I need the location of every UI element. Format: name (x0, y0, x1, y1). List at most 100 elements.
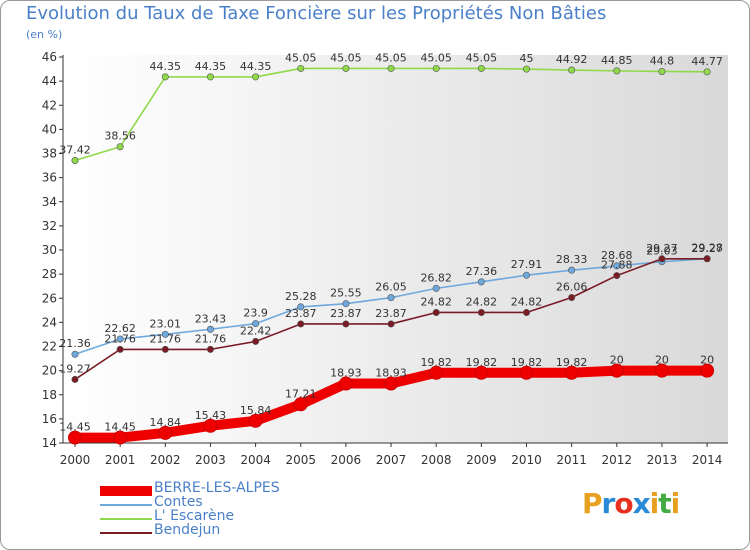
data-point-berre-les-alpes (519, 365, 534, 380)
data-point-berre-les-alpes (68, 430, 82, 445)
y-tick-label: 28 (42, 267, 57, 281)
data-point-bendejun (613, 272, 621, 280)
data-label-berre-les-alpes: 14.45 (104, 421, 136, 434)
data-point-l-escar-ne (477, 64, 485, 72)
data-label-contes: 28.68 (601, 249, 633, 262)
x-tick-label: 2013 (647, 453, 678, 467)
data-label-berre-les-alpes: 18.93 (375, 367, 407, 380)
data-label-l-escar-ne: 45.05 (285, 51, 317, 64)
data-point-contes (206, 325, 214, 333)
data-label-l-escar-ne: 44.92 (556, 53, 588, 66)
data-label-bendejun: 19.27 (59, 362, 91, 375)
data-point-berre-les-alpes (113, 430, 128, 445)
data-point-bendejun (522, 308, 530, 316)
x-tick-label: 2008 (421, 453, 452, 467)
data-point-bendejun (342, 320, 350, 328)
data-label-contes: 27.91 (511, 258, 543, 271)
data-label-l-escar-ne: 45.05 (466, 51, 498, 64)
y-tick-label: 24 (42, 315, 57, 329)
data-point-berre-les-alpes (293, 397, 308, 412)
x-tick-label: 2014 (692, 453, 723, 467)
data-label-berre-les-alpes: 17.21 (285, 387, 317, 400)
data-point-l-escar-ne (703, 68, 711, 76)
data-point-l-escar-ne (252, 73, 260, 81)
data-point-bendejun (658, 255, 666, 263)
data-label-berre-les-alpes: 18.93 (330, 367, 362, 380)
x-tick-label: 2009 (466, 453, 497, 467)
data-point-contes (568, 266, 576, 274)
data-point-l-escar-ne (342, 64, 350, 72)
y-tick-label: 36 (42, 171, 57, 185)
data-label-berre-les-alpes: 20 (610, 354, 624, 367)
data-point-bendejun (116, 345, 124, 353)
data-label-berre-les-alpes: 15.84 (240, 404, 272, 417)
data-label-bendejun: 29.27 (691, 242, 723, 255)
y-tick-label: 42 (42, 98, 57, 112)
y-tick-label: 26 (42, 291, 57, 305)
data-point-berre-les-alpes (338, 376, 353, 391)
x-tick-label: 2001 (105, 453, 136, 467)
data-label-contes: 21.36 (59, 337, 91, 350)
data-point-contes (161, 330, 169, 338)
x-tick-label: 2002 (150, 453, 181, 467)
data-point-contes (252, 320, 260, 328)
data-point-l-escar-ne (568, 66, 576, 74)
data-label-bendejun: 29.27 (646, 242, 678, 255)
data-label-l-escar-ne: 44.35 (150, 60, 182, 73)
data-label-l-escar-ne: 45.05 (330, 51, 362, 64)
x-tick-label: 2004 (240, 453, 271, 467)
y-tick-label: 30 (42, 243, 57, 257)
data-label-berre-les-alpes: 19.82 (420, 356, 452, 369)
data-point-berre-les-alpes (429, 365, 444, 380)
data-point-bendejun (206, 345, 214, 353)
data-label-contes: 26.82 (420, 271, 452, 284)
x-tick-label: 2006 (331, 453, 362, 467)
data-point-bendejun (568, 294, 576, 302)
data-point-bendejun (252, 337, 260, 345)
data-label-berre-les-alpes: 19.82 (556, 356, 588, 369)
data-point-berre-les-alpes (203, 418, 218, 433)
legend-swatch (100, 532, 152, 534)
data-point-l-escar-ne (658, 67, 666, 75)
data-point-contes (522, 271, 530, 279)
data-label-bendejun: 24.82 (466, 295, 498, 308)
data-label-l-escar-ne: 38.56 (104, 130, 136, 143)
data-label-berre-les-alpes: 19.82 (466, 356, 498, 369)
data-label-l-escar-ne: 44.85 (601, 54, 633, 67)
data-label-berre-les-alpes: 19.82 (511, 356, 543, 369)
data-label-contes: 26.05 (375, 281, 407, 294)
data-point-l-escar-ne (613, 67, 621, 75)
data-label-berre-les-alpes: 14.45 (59, 421, 91, 434)
data-label-bendejun: 26.06 (556, 281, 588, 294)
data-label-contes: 25.55 (330, 287, 362, 300)
data-label-contes: 22.62 (104, 322, 136, 335)
legend-swatch (100, 486, 152, 496)
data-label-contes: 27.36 (466, 265, 498, 278)
data-point-contes (387, 294, 395, 302)
data-point-l-escar-ne (522, 65, 530, 73)
legend-label: L' Escarène (154, 508, 235, 524)
data-point-bendejun (297, 320, 305, 328)
data-label-berre-les-alpes: 20 (655, 354, 669, 367)
data-point-contes (116, 335, 124, 343)
data-point-l-escar-ne (116, 143, 124, 151)
legend-label: Contes (154, 494, 203, 510)
data-point-bendejun (71, 375, 79, 383)
data-point-bendejun (703, 255, 711, 263)
data-label-contes: 28.33 (556, 253, 588, 266)
data-label-berre-les-alpes: 20 (700, 354, 714, 367)
y-tick-label: 38 (42, 147, 57, 161)
data-point-contes (342, 300, 350, 308)
data-point-contes (297, 303, 305, 311)
data-label-l-escar-ne: 44.77 (691, 55, 723, 68)
data-label-contes: 29.03 (646, 245, 678, 258)
x-tick-label: 2005 (285, 453, 316, 467)
data-point-berre-les-alpes (609, 363, 624, 378)
data-label-contes: 23.01 (150, 317, 182, 330)
legend-swatch (100, 504, 152, 506)
x-tick-label: 2007 (376, 453, 407, 467)
data-label-berre-les-alpes: 15.43 (195, 409, 227, 422)
y-tick-label: 32 (42, 219, 57, 233)
y-tick-label: 46 (42, 50, 57, 64)
